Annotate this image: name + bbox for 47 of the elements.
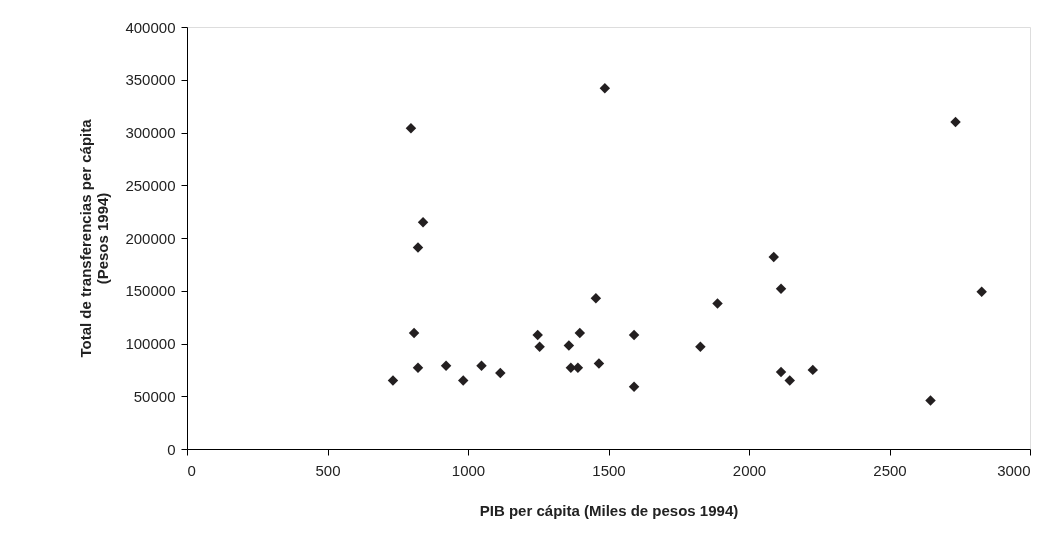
x-tick-label: 1500 — [592, 461, 626, 479]
point — [599, 82, 611, 94]
y-axis-title: Total de transferencias per cápita (Pesos 1994) — [77, 118, 112, 358]
y-tick-label: 200000 — [125, 229, 176, 247]
y-tick-label: 150000 — [125, 282, 176, 300]
point — [807, 364, 819, 376]
y-tick-label: 350000 — [125, 71, 176, 89]
point — [976, 286, 987, 298]
point — [628, 381, 640, 392]
x-tick-label: 2000 — [732, 461, 767, 479]
y-tick-label: 400000 — [125, 18, 176, 36]
y-tick-label: 0 — [167, 440, 176, 458]
y-tick-label: 100000 — [125, 335, 176, 352]
point — [574, 327, 586, 339]
y-tick-label: 50000 — [133, 387, 176, 405]
point — [457, 375, 469, 386]
y-tick-label: 250000 — [125, 176, 176, 194]
x-tick-label: 0 — [187, 461, 196, 479]
point — [412, 242, 424, 253]
x-tick-label: 2500 — [873, 461, 907, 479]
point — [775, 366, 787, 378]
point — [695, 341, 706, 352]
point — [495, 367, 506, 379]
x-tick-label: 1000 — [451, 461, 486, 479]
point — [440, 360, 452, 371]
point — [775, 283, 787, 294]
x-axis-title: PIB per cápita (Miles de pesos 1994) — [479, 501, 739, 519]
point — [563, 340, 575, 351]
point — [925, 395, 936, 406]
point — [950, 116, 961, 128]
point — [412, 362, 424, 374]
point — [593, 358, 605, 369]
point — [784, 375, 795, 386]
point — [590, 292, 602, 304]
point — [628, 329, 640, 341]
point — [534, 341, 545, 352]
x-tick-label: 500 — [315, 461, 341, 479]
y-tick-label: 300000 — [125, 124, 176, 141]
point — [768, 251, 779, 263]
point — [408, 327, 420, 339]
x-tick-label: 3000 — [997, 461, 1031, 479]
point — [476, 360, 487, 371]
point — [387, 375, 399, 386]
point — [712, 298, 723, 309]
point — [417, 216, 429, 228]
point — [532, 329, 543, 341]
point — [405, 123, 417, 134]
